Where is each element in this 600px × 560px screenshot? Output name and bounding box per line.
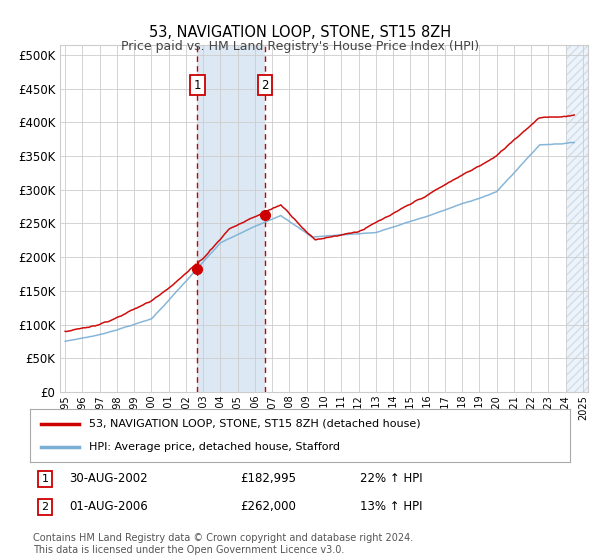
Text: £182,995: £182,995 (240, 472, 296, 486)
Text: 1: 1 (194, 79, 201, 92)
Text: 53, NAVIGATION LOOP, STONE, ST15 8ZH: 53, NAVIGATION LOOP, STONE, ST15 8ZH (149, 25, 451, 40)
Text: £262,000: £262,000 (240, 500, 296, 514)
Text: 53, NAVIGATION LOOP, STONE, ST15 8ZH (detached house): 53, NAVIGATION LOOP, STONE, ST15 8ZH (de… (89, 419, 421, 429)
Text: Price paid vs. HM Land Registry's House Price Index (HPI): Price paid vs. HM Land Registry's House … (121, 40, 479, 53)
Bar (566, 45, 588, 392)
Text: 30-AUG-2002: 30-AUG-2002 (69, 472, 148, 486)
Text: HPI: Average price, detached house, Stafford: HPI: Average price, detached house, Staf… (89, 442, 340, 452)
Text: 13% ↑ HPI: 13% ↑ HPI (360, 500, 422, 514)
Text: Contains HM Land Registry data © Crown copyright and database right 2024.
This d: Contains HM Land Registry data © Crown c… (33, 533, 413, 555)
Text: 2: 2 (41, 502, 49, 512)
Bar (197, 45, 265, 392)
Text: 01-AUG-2006: 01-AUG-2006 (69, 500, 148, 514)
Text: 2: 2 (261, 79, 269, 92)
Text: 1: 1 (41, 474, 49, 484)
Text: 22% ↑ HPI: 22% ↑ HPI (360, 472, 422, 486)
